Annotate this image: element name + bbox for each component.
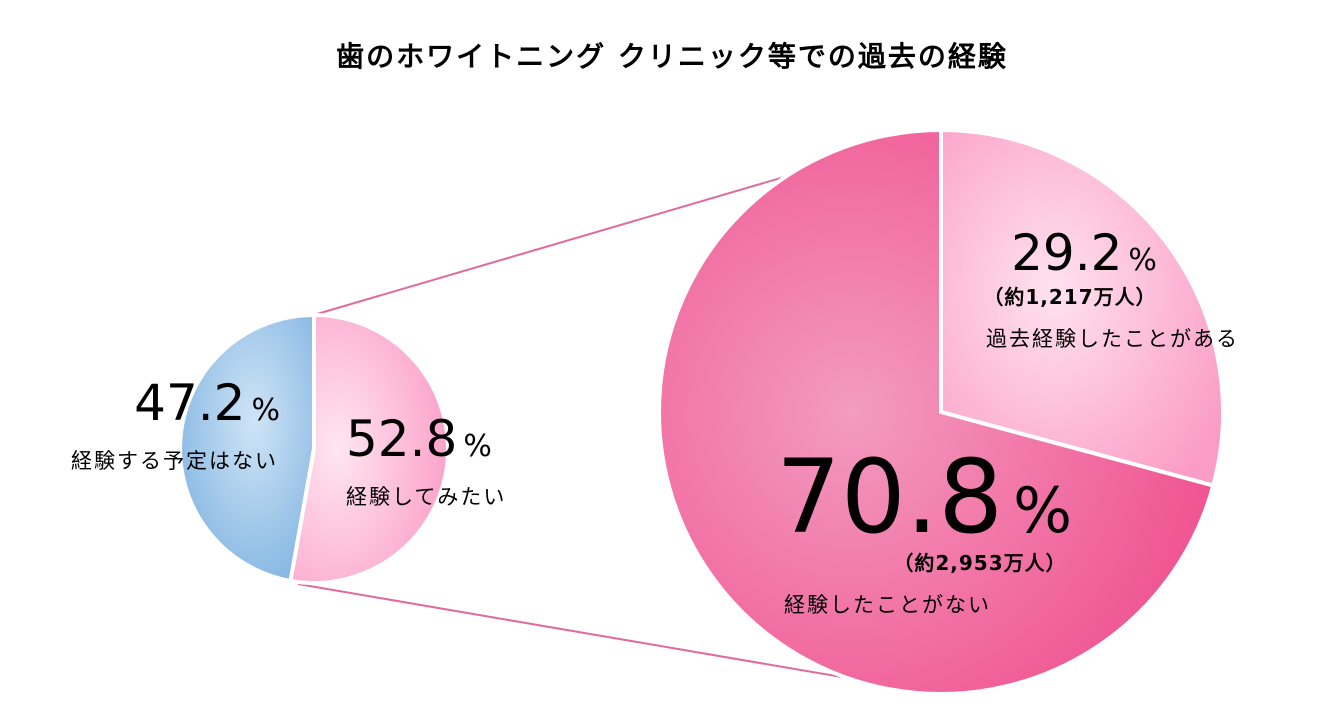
- count-not-experienced: （約2,953万人）: [893, 551, 1066, 575]
- value-not-experienced: 70.8: [776, 438, 1003, 557]
- small-pie: [178, 312, 450, 585]
- unit-experienced: %: [1128, 243, 1157, 278]
- label-want-to-try: 52.8% 経験してみたい: [346, 410, 506, 509]
- count-experienced: （約1,217万人）: [983, 285, 1156, 309]
- desc-not-experienced: 経験したことがない: [784, 593, 991, 617]
- value-label-not-experienced: 70.8%: [776, 438, 1072, 557]
- unit-not-experienced: %: [1013, 474, 1072, 547]
- value-experienced: 29.2: [1011, 224, 1122, 282]
- pie-slice-no-plan: [178, 312, 316, 584]
- value-label-want-to-try: 52.8%: [346, 410, 492, 468]
- chart-title: 歯のホワイトニング クリニック等での過去の経験: [336, 40, 1008, 73]
- label-experienced: 29.2% （約1,217万人） 過去経験したことがある: [983, 224, 1239, 351]
- label-not-experienced: 70.8% （約2,953万人） 経験したことがない: [776, 438, 1072, 617]
- desc-want-to-try: 経験してみたい: [346, 485, 506, 509]
- label-no-plan: 47.2% 経験する予定はない: [71, 374, 280, 473]
- value-label-experienced: 29.2%: [1011, 224, 1157, 282]
- value-no-plan: 47.2: [134, 374, 245, 432]
- connector-bottom: [297, 583, 942, 695]
- value-label-no-plan: 47.2%: [134, 374, 280, 432]
- unit-no-plan: %: [251, 393, 280, 428]
- desc-no-plan: 経験する予定はない: [71, 449, 278, 473]
- value-want-to-try: 52.8: [346, 410, 457, 468]
- unit-want-to-try: %: [463, 429, 492, 464]
- large-pie: [657, 127, 1225, 696]
- pie-slice-not-experienced: [657, 127, 1216, 696]
- pie-slice-want-to-try: [288, 312, 450, 585]
- pie-slice-experienced: [939, 127, 1225, 489]
- desc-experienced: 過去経験したことがある: [986, 327, 1239, 351]
